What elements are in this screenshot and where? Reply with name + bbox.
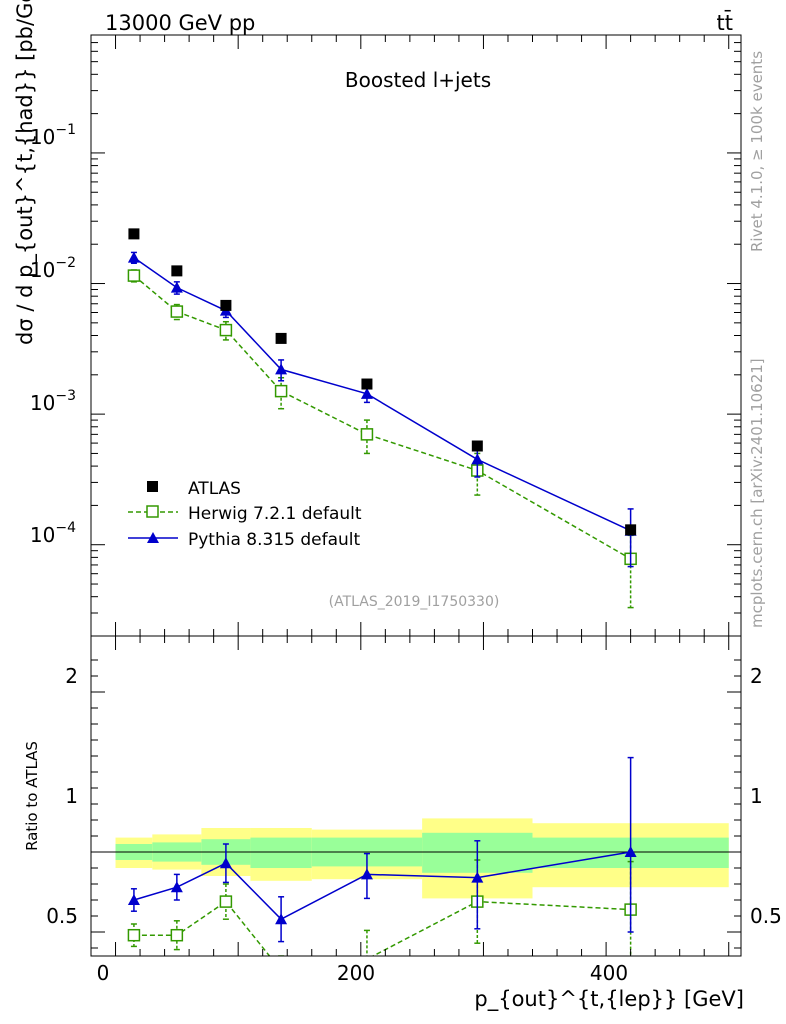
pythia-point: [275, 363, 288, 375]
ratio-ytick-0.5-left: 0.5: [46, 904, 78, 928]
ratio-ytick-1-right: 1: [750, 784, 763, 808]
pythia-ratio-point: [219, 857, 232, 869]
ratio-ytick-2-left: 2: [65, 664, 78, 688]
main-series-layer: [127, 228, 637, 609]
herwig-ratio-point: [170, 928, 184, 942]
pythia-ratio-point: [360, 868, 373, 880]
pythia-point: [127, 251, 140, 263]
ratio-ytick-1-left: 1: [65, 784, 78, 808]
analysis-id: (ATLAS_2019_I1750330): [329, 594, 500, 610]
x-axis-label: p_{out}^{t,{lep}} [GeV]: [474, 987, 744, 1012]
mcplots-label: mcplots.cern.ch [arXiv:2401.10621]: [748, 358, 766, 628]
green-band-bin-3: [250, 837, 312, 868]
herwig-point: [170, 305, 184, 318]
y-tick-label-1e-2: 10−2: [30, 255, 76, 282]
pythia-point: [471, 453, 484, 465]
atlas-point: [128, 228, 140, 240]
legend-marker-pythia: [147, 532, 159, 543]
pythia-ratio-point: [127, 894, 140, 905]
atlas-point: [471, 440, 483, 452]
xtick-200: 200: [337, 961, 375, 985]
herwig-point: [274, 384, 288, 398]
ratio-series-layer: [127, 756, 637, 956]
ratio-ytick-0.5-right: 0.5: [750, 904, 782, 928]
atlas-point: [220, 299, 232, 311]
process-label: tt̄: [717, 10, 733, 35]
herwig-ratio-line: [133, 900, 631, 956]
legend-label-atlas: ATLAS: [188, 479, 241, 499]
atlas-point: [361, 378, 373, 390]
xtick-400: 400: [590, 961, 628, 985]
pythia-ratio-point: [624, 846, 637, 857]
pythia-point: [360, 387, 373, 399]
herwig-ratio-point: [127, 928, 141, 942]
legend: ATLAS Herwig 7.2.1 default Pythia 8.315 …: [128, 479, 362, 550]
herwig-point: [219, 323, 233, 337]
atlas-point: [625, 524, 637, 536]
ratio-tick-labels: 0.5 1 2 0.5 1 2 0 200 400: [46, 664, 782, 985]
herwig-ratio-point: [219, 895, 233, 908]
pythia-ratio-point: [170, 881, 183, 893]
xtick-0: 0: [97, 961, 110, 985]
y-tick-label-1e-3: 10−3: [30, 388, 76, 415]
ratio-uncertainty-bands: [91, 818, 741, 899]
atlas-point: [275, 332, 287, 344]
energy-label: 13000 GeV pp: [105, 11, 255, 35]
legend-marker-herwig: [146, 505, 159, 518]
pythia-point: [170, 281, 183, 293]
main-y-tick-labels: 10−4 10−3 10−2 10−1: [30, 122, 76, 547]
y-tick-label-1e-1: 10−1: [30, 122, 76, 149]
axis-ticks: [91, 34, 741, 956]
main-y-axis-label: dσ / d p_{out}^{t,{had}} [pb/GeV]: [13, 0, 38, 345]
herwig-point: [360, 428, 374, 441]
atlas-point: [171, 265, 183, 277]
pythia-ratio-point: [275, 913, 288, 925]
herwig-point: [127, 269, 141, 282]
ratio-y-axis-label: Ratio to ATLAS: [23, 741, 41, 851]
y-tick-label-1e-4: 10−4: [30, 520, 76, 547]
legend-label-pythia: Pythia 8.315 default: [188, 530, 361, 550]
legend-marker-atlas: [147, 481, 158, 492]
ratio-ytick-2-right: 2: [750, 664, 763, 688]
pythia-ratio-point: [471, 871, 484, 883]
legend-label-herwig: Herwig 7.2.1 default: [188, 504, 362, 524]
plot-title: Boosted l+jets: [345, 68, 491, 92]
rivet-label: Rivet 4.1.0, ≥ 100k events: [748, 51, 766, 252]
ratio-clipped-group: [127, 756, 637, 956]
ratio-panel-frame: [90, 635, 742, 957]
